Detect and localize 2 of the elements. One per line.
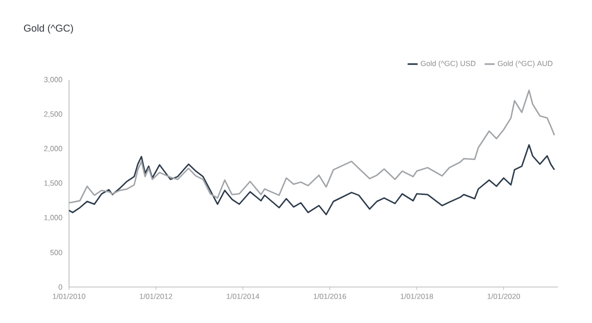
chart-title: Gold (^GC) — [24, 24, 73, 34]
line-series — [68, 90, 556, 204]
